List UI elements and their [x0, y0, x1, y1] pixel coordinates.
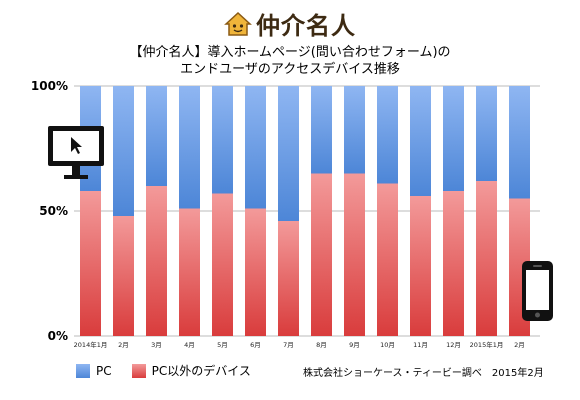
bar-other-device: [113, 216, 134, 336]
bar-other-device: [344, 173, 365, 336]
bar-pc: [410, 86, 431, 196]
smartphone-icon: [522, 261, 553, 321]
bar-pc: [245, 86, 266, 209]
bar-pc: [509, 86, 530, 199]
bar-pc: [278, 86, 299, 221]
x-tick-label: 7月: [283, 341, 294, 349]
legend-label-pc: PC: [96, 363, 112, 378]
x-tick-label: 10月: [380, 341, 395, 349]
legend: PC PC以外のデバイス: [76, 362, 271, 379]
y-tick-label: 50%: [39, 204, 68, 218]
chart-title-line: 【仲介名人】導入ホームページ(問い合わせフォーム)の: [129, 45, 451, 60]
brand-name: 仲介名人: [256, 12, 356, 40]
x-tick-label: 8月: [316, 341, 327, 349]
legend-item-pc: PC: [76, 363, 112, 378]
legend-item-other: PC以外のデバイス: [131, 362, 251, 379]
x-tick-label: 2014年1月: [74, 340, 108, 349]
bar-other-device: [212, 193, 233, 336]
x-tick-label: 2015年1月: [470, 340, 504, 349]
bar-other-device: [377, 183, 398, 336]
legend-swatch-pc: [76, 363, 90, 378]
x-tick-label: 2月: [118, 341, 129, 349]
brand-logo: 仲介名人: [0, 6, 580, 41]
x-tick-label: 9月: [349, 341, 360, 349]
x-tick-label: 6月: [250, 341, 261, 349]
desktop-monitor-icon: [48, 126, 104, 179]
bar-other-device: [278, 221, 299, 336]
bar-other-device: [476, 181, 497, 336]
x-tick-label: 3月: [151, 341, 162, 349]
bar-other-device: [443, 191, 464, 336]
y-tick-label: 0%: [48, 329, 68, 343]
bar-other-device: [410, 196, 431, 336]
y-tick-label: 100%: [31, 79, 68, 93]
x-tick-label: 11月: [413, 341, 428, 349]
bar-pc: [311, 86, 332, 174]
house-face-icon: [224, 11, 252, 36]
bar-pc: [344, 86, 365, 174]
bar-pc: [476, 86, 497, 181]
bar-other-device: [146, 186, 167, 336]
bar-pc: [443, 86, 464, 191]
bar-pc: [113, 86, 134, 216]
x-tick-label: 12月: [446, 341, 461, 349]
bar-other-device: [245, 208, 266, 336]
legend-swatch-other: [131, 363, 146, 378]
bar-other-device: [80, 191, 101, 336]
bar-pc: [146, 86, 167, 186]
x-tick-label: 4月: [184, 341, 195, 349]
bar-pc: [179, 86, 200, 209]
bar-pc: [377, 86, 398, 184]
bar-other-device: [179, 208, 200, 336]
legend-label-other: PC以外のデバイス: [151, 364, 251, 378]
bar-pc: [212, 86, 233, 194]
chart-title-line: エンドユーザのアクセスデバイス推移: [180, 62, 400, 77]
bar-other-device: [311, 173, 332, 336]
chart-title: 【仲介名人】導入ホームページ(問い合わせフォーム)の エンドユーザのアクセスデバイ…: [0, 44, 580, 78]
x-tick-label: 2月: [514, 341, 525, 349]
source-note: 株式会社ショーケース・ティービー調べ 2015年2月: [303, 368, 544, 379]
x-tick-label: 5月: [217, 341, 228, 349]
